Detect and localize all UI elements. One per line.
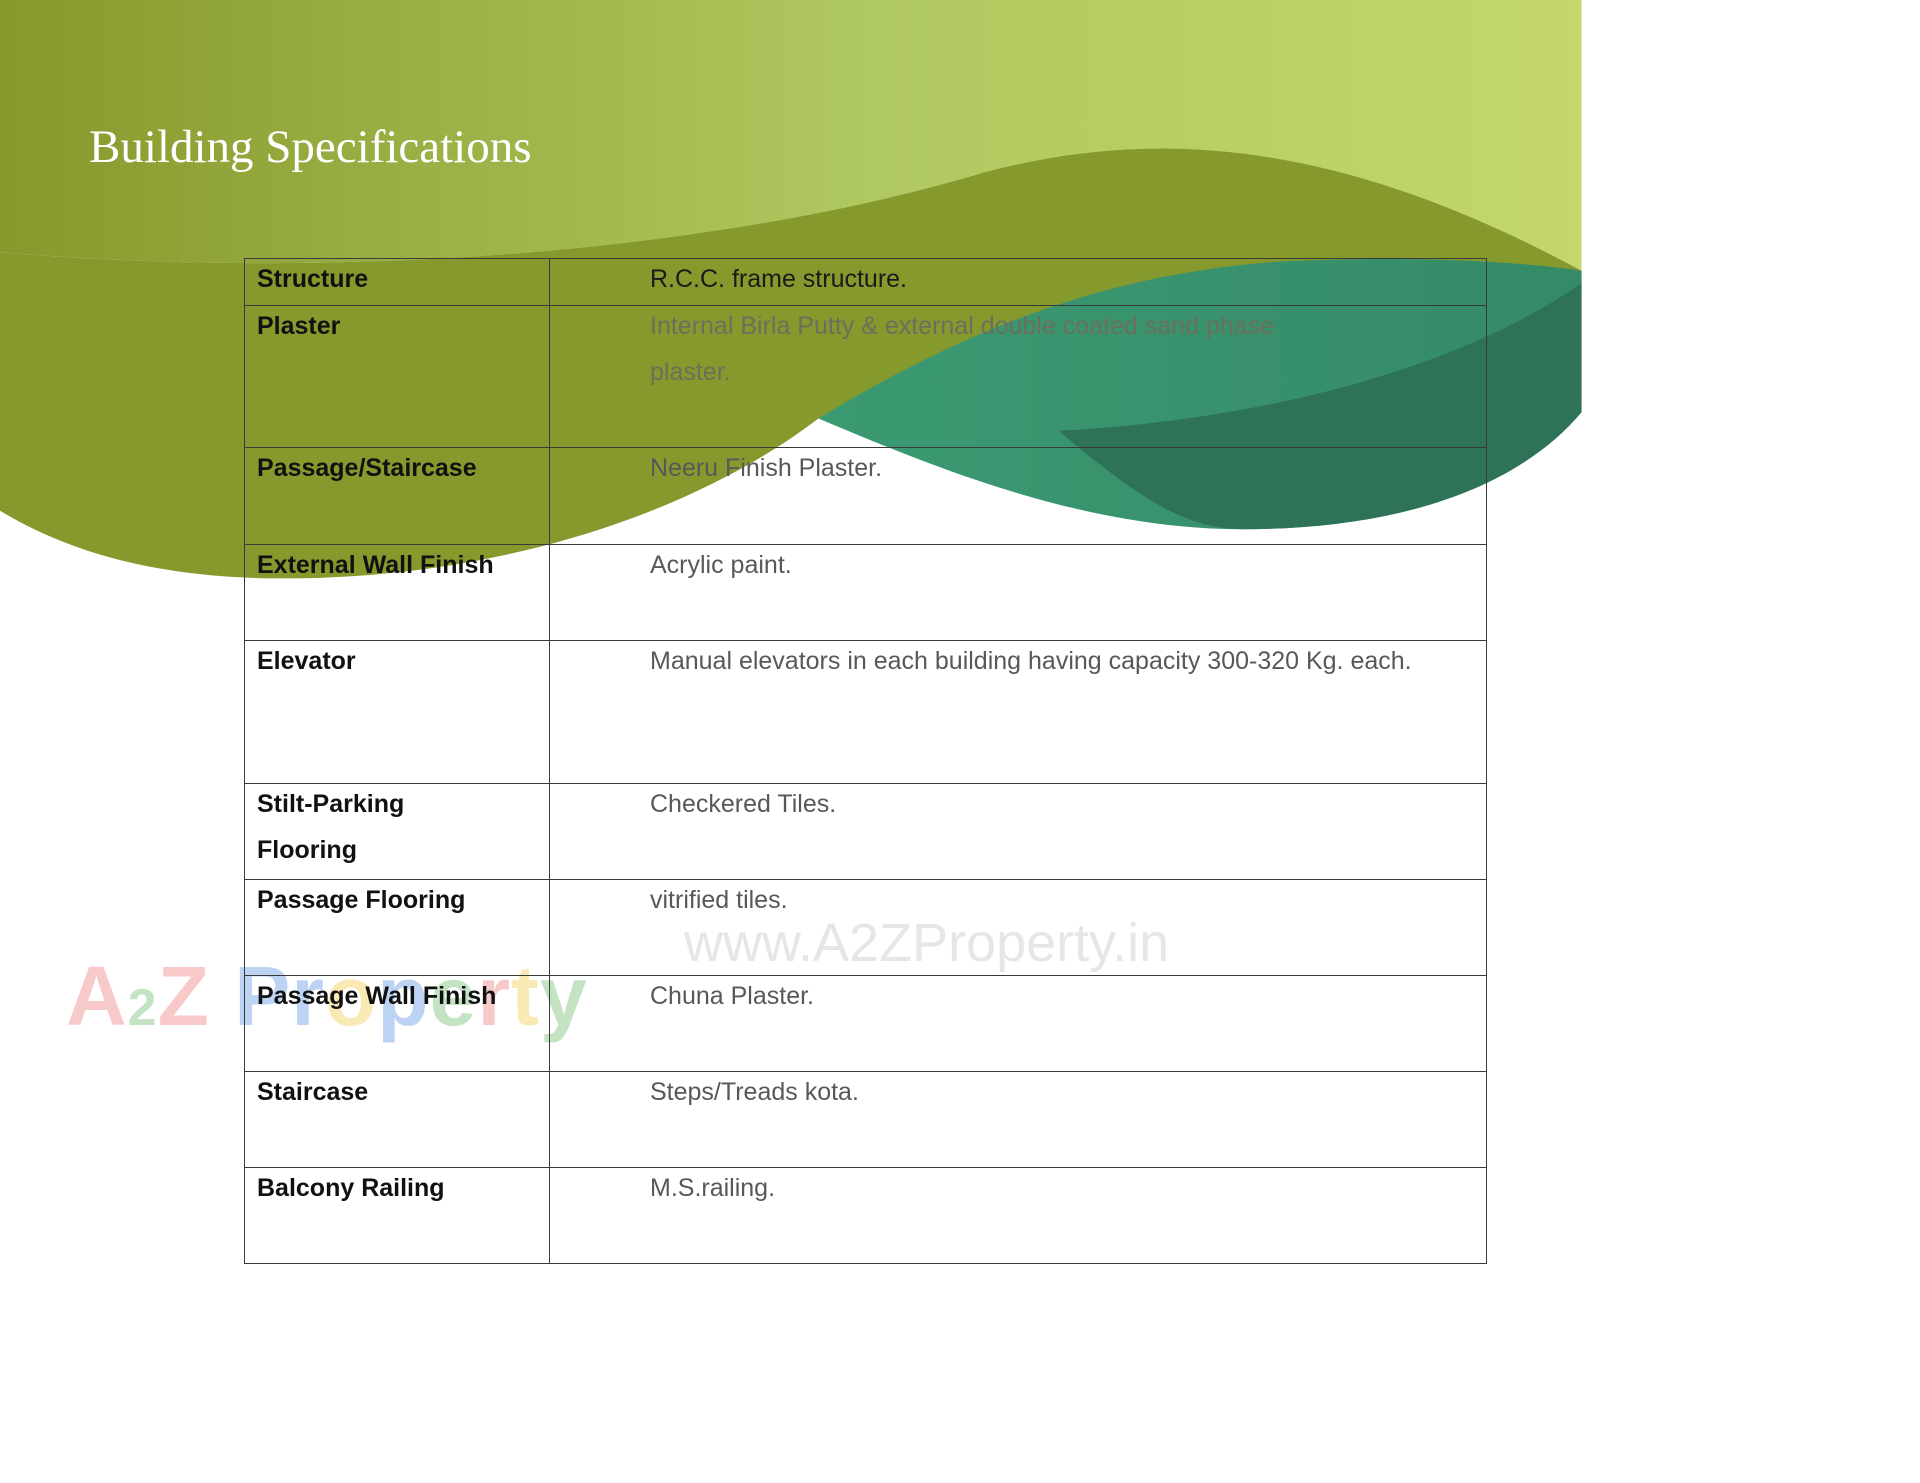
spec-label: Passage/Staircase xyxy=(244,447,550,545)
table-row: Passage Wall Finish Chuna Plaster. xyxy=(244,975,1487,1072)
spec-value: R.C.C. frame structure. xyxy=(549,258,1487,306)
spec-label: Plaster xyxy=(244,305,550,448)
spec-label: Passage Flooring xyxy=(244,879,550,976)
spec-value: Neeru Finish Plaster. xyxy=(549,447,1487,545)
table-row: Staircase Steps/Treads kota. xyxy=(244,1071,1487,1168)
gradient-band xyxy=(0,0,1582,271)
spec-label: Staircase xyxy=(244,1071,550,1168)
table-row: Stilt-Parking Flooring Checkered Tiles. xyxy=(244,783,1487,880)
table-row: External Wall Finish Acrylic paint. xyxy=(244,544,1487,641)
table-row: Balcony Railing M.S.railing. xyxy=(244,1167,1487,1264)
spec-value: Chuna Plaster. xyxy=(549,975,1487,1072)
table-row: Plaster Internal Birla Putty & external d… xyxy=(244,305,1487,448)
spec-label: Structure xyxy=(244,258,550,306)
table-row: Structure R.C.C. frame structure. xyxy=(244,258,1487,306)
spec-value: Steps/Treads kota. xyxy=(549,1071,1487,1168)
spec-value: vitrified tiles. xyxy=(549,879,1487,976)
spec-value: Internal Birla Putty & external double c… xyxy=(549,305,1487,448)
spec-label: Elevator xyxy=(244,640,550,784)
spec-label: External Wall Finish xyxy=(244,544,550,641)
spec-label: Balcony Railing xyxy=(244,1167,550,1264)
specifications-table: Structure R.C.C. frame structure. Plaster… xyxy=(244,258,1487,1264)
spec-value: M.S.railing. xyxy=(549,1167,1487,1264)
page-title: Building Specifications xyxy=(89,121,532,173)
spec-value: Acrylic paint. xyxy=(549,544,1487,641)
spec-label: Stilt-Parking Flooring xyxy=(244,783,550,880)
spec-value: Checkered Tiles. xyxy=(549,783,1487,880)
table-row: Elevator Manual elevators in each buildin… xyxy=(244,640,1487,784)
spec-label: Passage Wall Finish xyxy=(244,975,550,1072)
spec-value: Manual elevators in each building having… xyxy=(549,640,1487,784)
table-row: Passage/Staircase Neeru Finish Plaster. xyxy=(244,447,1487,545)
table-row: Passage Flooring vitrified tiles. xyxy=(244,879,1487,976)
